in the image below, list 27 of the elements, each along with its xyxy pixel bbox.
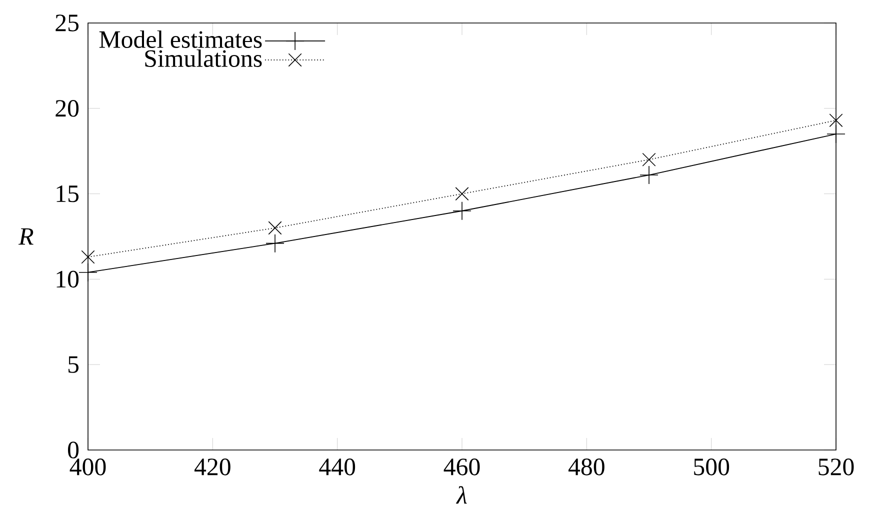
y-tick-label: 25	[56, 14, 79, 32]
x-tick-label: 440	[319, 458, 356, 476]
x-tick-label: 420	[194, 458, 230, 476]
x-tick-label: 400	[70, 458, 106, 476]
y-tick-label: 20	[56, 100, 79, 117]
point	[640, 166, 658, 184]
point	[81, 250, 95, 264]
legend-label: Model estimates	[99, 30, 262, 48]
point	[455, 187, 469, 201]
point	[642, 152, 656, 166]
y-tick-label: 15	[56, 185, 79, 202]
x-tick-label: 520	[818, 458, 854, 476]
y-tick-label: 0	[68, 442, 79, 458]
point	[78, 262, 98, 282]
x-tick-label: 500	[694, 458, 730, 476]
legend-label: Simulations	[145, 49, 262, 67]
x-tick-label: 480	[568, 458, 604, 476]
point	[826, 124, 846, 144]
x-axis-title: λ	[456, 486, 467, 504]
point	[268, 221, 282, 235]
y-tick-label: 10	[56, 270, 79, 288]
point	[452, 201, 472, 220]
point	[266, 234, 284, 253]
y-axis-title: R	[18, 228, 34, 245]
y-tick-label: 5	[68, 356, 79, 373]
point	[829, 114, 843, 128]
x-tick-label: 460	[444, 458, 480, 476]
